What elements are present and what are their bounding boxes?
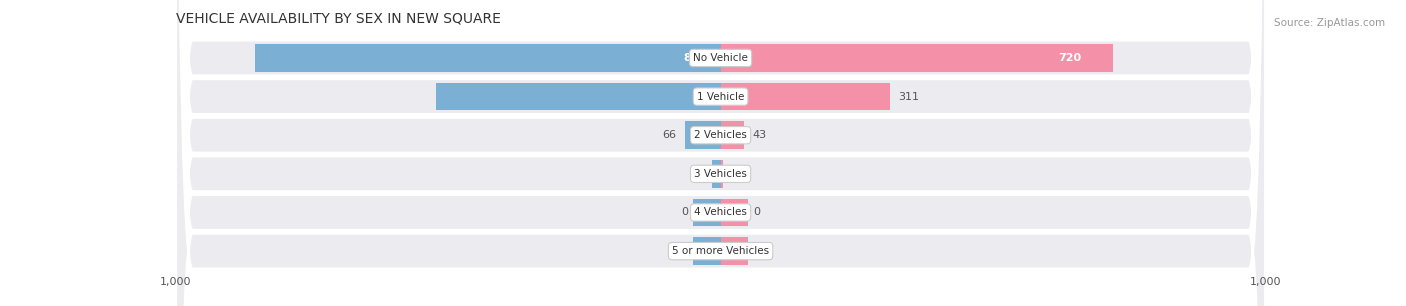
Text: 2 Vehicles: 2 Vehicles <box>695 130 747 140</box>
Bar <box>721 199 748 226</box>
Text: 43: 43 <box>752 130 766 140</box>
Bar <box>721 237 748 265</box>
Bar <box>713 160 721 188</box>
FancyBboxPatch shape <box>176 0 1265 306</box>
Bar <box>721 160 723 188</box>
Text: 0: 0 <box>681 246 688 256</box>
Bar <box>693 199 721 226</box>
Text: 311: 311 <box>898 91 920 102</box>
Text: No Vehicle: No Vehicle <box>693 53 748 63</box>
Text: 0: 0 <box>754 207 761 218</box>
Text: 523: 523 <box>697 91 721 102</box>
Text: 15: 15 <box>690 169 704 179</box>
Text: 0: 0 <box>681 207 688 218</box>
FancyBboxPatch shape <box>176 0 1265 306</box>
Bar <box>693 237 721 265</box>
FancyBboxPatch shape <box>176 0 1265 306</box>
FancyBboxPatch shape <box>176 0 1265 306</box>
Bar <box>721 83 890 110</box>
Text: 4 Vehicles: 4 Vehicles <box>695 207 747 218</box>
Text: 0: 0 <box>754 246 761 256</box>
Text: Source: ZipAtlas.com: Source: ZipAtlas.com <box>1274 18 1385 28</box>
FancyBboxPatch shape <box>176 0 1265 306</box>
Bar <box>254 44 721 72</box>
Text: 5: 5 <box>731 169 738 179</box>
Text: 855: 855 <box>683 53 706 63</box>
Bar <box>685 121 721 149</box>
Text: VEHICLE AVAILABILITY BY SEX IN NEW SQUARE: VEHICLE AVAILABILITY BY SEX IN NEW SQUAR… <box>176 12 501 26</box>
Text: 5 or more Vehicles: 5 or more Vehicles <box>672 246 769 256</box>
Bar <box>721 44 1114 72</box>
Text: 66: 66 <box>662 130 676 140</box>
Text: 1 Vehicle: 1 Vehicle <box>697 91 744 102</box>
Text: 3 Vehicles: 3 Vehicles <box>695 169 747 179</box>
Bar <box>436 83 721 110</box>
Bar <box>721 121 744 149</box>
Text: 720: 720 <box>1059 53 1081 63</box>
FancyBboxPatch shape <box>176 0 1265 306</box>
